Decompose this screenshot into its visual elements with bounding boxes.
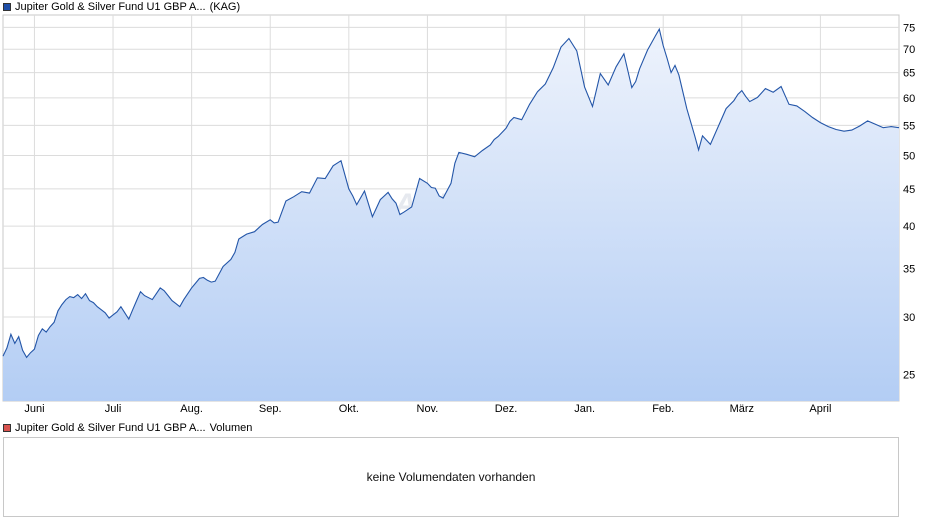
x-axis: Juni Juli Aug. Sep. Okt. Nov. Dez. Jan. Feb. März… <box>24 403 831 415</box>
x-tick-label: Dez. <box>495 403 518 415</box>
y-tick-label: 50 <box>903 151 915 163</box>
x-tick-label: Aug. <box>180 403 203 415</box>
x-tick-label: Jan. <box>574 403 595 415</box>
x-tick-label: März <box>730 403 754 415</box>
x-tick-label: Juli <box>105 403 122 415</box>
price-line <box>2 27 900 359</box>
y-axis: 25 30 35 40 45 50 55 60 65 70 75 <box>903 22 915 381</box>
x-tick-label: April <box>809 403 831 415</box>
volume-empty-message: keine Volumendaten vorhanden <box>366 470 536 484</box>
volume-legend: Jupiter Gold & Silver Fund U1 GBP A... V… <box>3 422 252 434</box>
price-legend-name: Jupiter Gold & Silver Fund U1 GBP A... <box>15 1 206 13</box>
volume-legend-suffix: Volumen <box>209 422 253 434</box>
volume-legend-swatch <box>3 424 11 432</box>
y-tick-label: 65 <box>903 68 915 80</box>
y-tick-label: 70 <box>903 44 915 56</box>
y-tick-label: 55 <box>903 120 915 132</box>
y-tick-label: 40 <box>903 221 915 233</box>
x-tick-label: Feb. <box>652 403 674 415</box>
y-tick-label: 30 <box>903 312 915 324</box>
x-tick-label: Nov. <box>417 403 439 415</box>
price-area <box>3 29 899 401</box>
volume-panel: keine Volumendaten vorhanden <box>3 437 899 517</box>
y-tick-label: 45 <box>903 184 915 196</box>
price-legend-swatch <box>3 3 11 11</box>
x-tick-label: Juni <box>24 403 44 415</box>
x-tick-label: Okt. <box>339 403 359 415</box>
y-tick-label: 25 <box>903 370 915 382</box>
y-tick-label: 60 <box>903 93 915 105</box>
y-tick-label: 75 <box>903 22 915 34</box>
volume-legend-name: Jupiter Gold & Silver Fund U1 GBP A... <box>15 422 206 434</box>
y-tick-label: 35 <box>903 263 915 275</box>
price-legend-suffix: (KAG) <box>209 1 241 13</box>
x-tick-label: Sep. <box>259 403 282 415</box>
price-legend: Jupiter Gold & Silver Fund U1 GBP A... (… <box>3 1 240 13</box>
